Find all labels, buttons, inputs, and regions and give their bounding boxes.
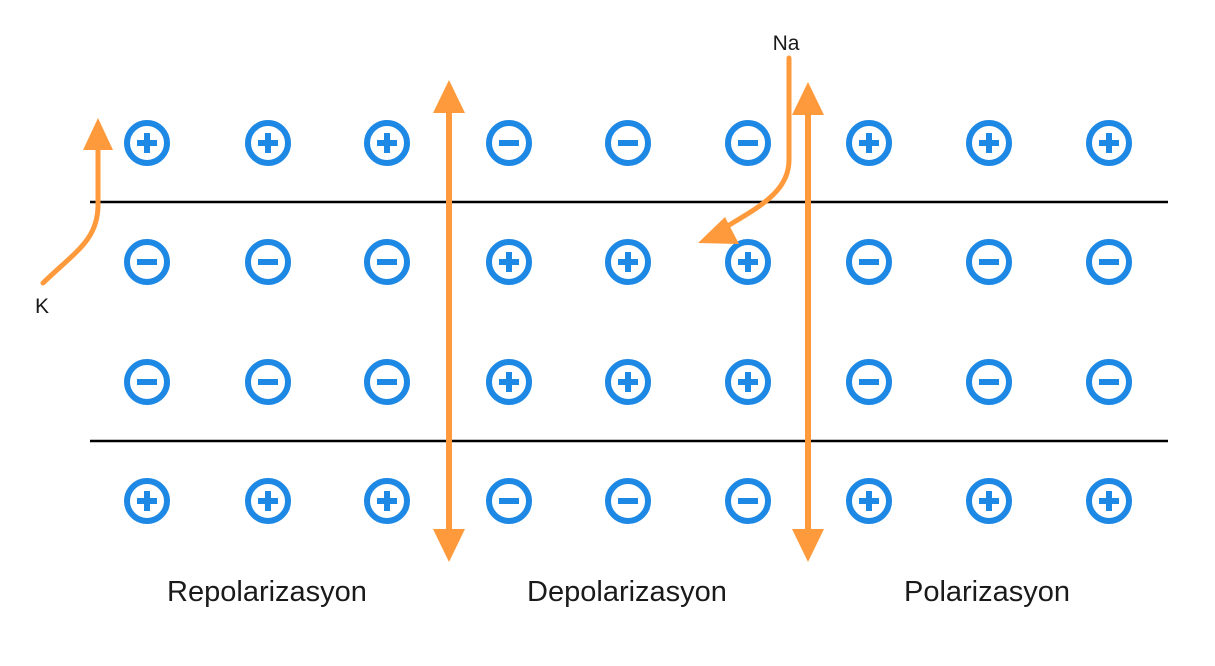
positive-charge-icon [124,120,170,166]
positive-charge-icon [966,478,1012,524]
positive-charge-icon [725,239,771,285]
charge-grid [124,120,1132,524]
positive-charge-icon [486,239,532,285]
positive-charge-icon [605,239,651,285]
sodium-label: Na [773,32,800,55]
positive-charge-icon [1086,478,1132,524]
negative-charge-icon [245,239,291,285]
positive-charge-icon [486,359,532,405]
negative-charge-icon [364,359,410,405]
text-labels: K Na Repolarizasyon Depolarizasyon Polar… [35,32,1070,608]
negative-charge-icon [846,239,892,285]
region-label-repolarization: Repolarizasyon [167,576,367,608]
sodium-arrowhead [698,217,739,244]
positive-charge-icon [1086,120,1132,166]
negative-charge-icon [605,120,651,166]
positive-charge-icon [846,478,892,524]
negative-charge-icon [725,478,771,524]
region-label-polarization: Polarizasyon [904,576,1070,608]
boundary-arrow-left-head-top [433,80,465,113]
positive-charge-icon [364,120,410,166]
negative-charge-icon [486,478,532,524]
region-label-depolarization: Depolarizasyon [527,576,727,608]
negative-charge-icon [124,239,170,285]
negative-charge-icon [966,239,1012,285]
negative-charge-icon [1086,359,1132,405]
negative-charge-icon [1086,239,1132,285]
positive-charge-icon [364,478,410,524]
negative-charge-icon [364,239,410,285]
potassium-arrow [40,135,101,286]
boundary-arrow-right-head-bottom [792,529,824,562]
negative-charge-icon [605,478,651,524]
positive-charge-icon [605,359,651,405]
boundary-arrow-right-head-top [792,82,824,115]
membrane-lines [90,200,1168,443]
negative-charge-icon [124,359,170,405]
negative-charge-icon [846,359,892,405]
negative-charge-icon [725,120,771,166]
positive-charge-icon [966,120,1012,166]
ion-flow-arrows [40,55,824,562]
positive-charge-icon [245,120,291,166]
potassium-arrowhead [83,118,113,150]
negative-charge-icon [966,359,1012,405]
boundary-arrow-left-head-bottom [433,529,465,562]
positive-charge-icon [846,120,892,166]
sodium-arrow [715,55,792,235]
potassium-label: K [35,295,49,318]
positive-charge-icon [245,478,291,524]
positive-charge-icon [124,478,170,524]
negative-charge-icon [245,359,291,405]
negative-charge-icon [486,120,532,166]
positive-charge-icon [725,359,771,405]
